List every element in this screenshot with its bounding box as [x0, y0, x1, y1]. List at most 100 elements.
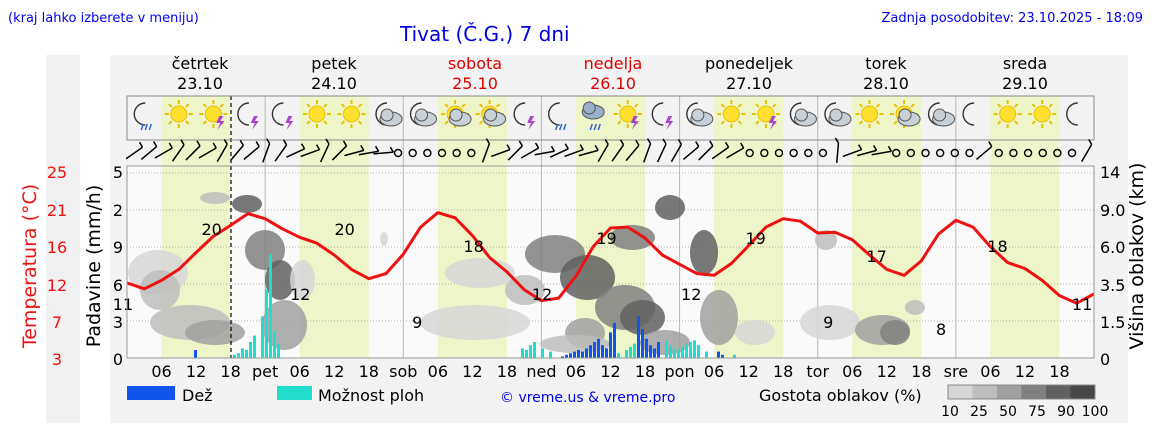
precip-tick: 5 — [113, 163, 123, 182]
calm-wind-icon — [760, 148, 769, 158]
cloud-blob — [560, 255, 615, 300]
wind-barb-tick — [834, 137, 840, 144]
wind-barb-icon — [726, 147, 745, 159]
wind-barb-icon — [578, 149, 599, 157]
cloud-density-swatch — [948, 385, 973, 399]
wind-barb-icon — [625, 144, 640, 162]
x-tick-label: 06 — [842, 362, 862, 381]
precip-tick: 9 — [113, 238, 123, 257]
x-tick-label: 12 — [600, 362, 620, 381]
wind-barb-tick — [579, 144, 584, 150]
wind-barb-icon — [975, 145, 993, 161]
cloud-blob — [445, 258, 515, 288]
cloud-blob — [380, 232, 388, 246]
icon-strip-border — [126, 95, 1095, 141]
precip-axis-label: Padavine (mm/h) — [83, 185, 105, 348]
wind-barb-tick — [180, 139, 185, 146]
temperature-tick: 25 — [47, 163, 67, 182]
cloud-blob — [700, 290, 738, 345]
day-date: 29.10 — [1002, 74, 1048, 93]
sun-storm-icon — [751, 100, 780, 130]
wind-barb-tick — [239, 139, 244, 146]
wind-barb-icon — [871, 150, 892, 156]
cloud-density-level: 90 — [1057, 404, 1075, 420]
temperature-label: 18 — [987, 237, 1007, 256]
temperature-label: 19 — [746, 229, 766, 248]
cloud-height-tick: 0 — [1100, 350, 1110, 369]
rain-bar — [565, 354, 568, 358]
wind-barb-tick — [152, 141, 158, 147]
calm-wind-icon — [774, 148, 784, 158]
last-updated: Zadnja posodobitev: 23.10.2025 - 18:09 — [881, 11, 1143, 26]
rain-bar — [569, 353, 572, 358]
showers-bar — [277, 343, 280, 358]
x-tick-label: 18 — [220, 362, 240, 381]
cloud-height-tick: 1.5 — [1100, 313, 1125, 332]
cloud-blob — [815, 230, 837, 250]
wind-barb-tick — [223, 138, 228, 145]
rain-bar — [649, 345, 652, 358]
showers-bar — [525, 350, 528, 358]
showers-bar — [689, 342, 692, 358]
rain-bar — [721, 354, 724, 358]
wind-barb-icon — [698, 145, 714, 161]
cloud-height-tick: 9.0 — [1100, 201, 1125, 220]
sun-icon — [164, 100, 193, 128]
rain-bar — [561, 356, 564, 358]
wind-barb-tick — [564, 143, 569, 150]
wind-barb-icon — [534, 150, 555, 156]
temperature-label: 9 — [823, 313, 833, 332]
temperature-label: 8 — [936, 320, 946, 339]
wind-barb-tick — [858, 144, 863, 150]
wind-barb-icon — [216, 143, 228, 163]
temperature-axis-label: Temperatura (°C) — [19, 184, 41, 349]
rain-bar — [653, 348, 656, 358]
rain-bar — [645, 338, 648, 358]
wind-barb-tick — [988, 141, 993, 147]
cloud-blob — [262, 300, 307, 350]
showers-bar — [673, 348, 676, 358]
wind-barb-tick — [635, 139, 640, 146]
wind-barb-icon — [262, 143, 271, 163]
wind-barb-icon — [358, 150, 379, 156]
wind-barb-icon — [274, 144, 288, 162]
wind-barb-icon — [344, 149, 364, 157]
wind-barb-tick — [300, 143, 306, 150]
showers-bar — [261, 316, 264, 358]
rain-bar — [717, 351, 720, 358]
legend-swatch-showers — [277, 386, 312, 400]
calm-wind-icon — [921, 148, 930, 158]
wind-strip — [125, 137, 1093, 164]
showers-bar — [265, 289, 268, 358]
calm-wind-icon — [950, 148, 960, 158]
x-tick-label: 12 — [738, 362, 758, 381]
cloud-blob — [232, 195, 262, 213]
showers-bar — [617, 353, 620, 358]
showers-bar — [705, 351, 708, 358]
precip-tick: 6 — [113, 276, 123, 295]
wind-barb-tick — [518, 140, 523, 147]
calm-wind-icon — [437, 148, 447, 158]
sun-cloud-icon — [475, 100, 507, 128]
cloud-blob — [245, 230, 285, 270]
rain-bar — [573, 351, 576, 358]
calm-wind-icon — [393, 148, 403, 158]
cloud-height-tick: 14 — [1100, 163, 1120, 182]
moon-cloud-icon — [375, 102, 403, 127]
cloud-blob — [610, 225, 655, 250]
temperature-label: 19 — [596, 229, 616, 248]
temperature-tick: 7 — [52, 313, 62, 332]
sun-icon — [855, 100, 884, 128]
wind-barb-tick — [168, 142, 173, 149]
wind-barb-tick — [677, 138, 683, 145]
wind-barb-icon — [835, 142, 840, 164]
sun-storm-icon — [199, 100, 228, 130]
cloud-density-swatch — [1021, 385, 1046, 399]
showers-bar — [237, 353, 240, 358]
day-name: sreda — [1003, 54, 1047, 73]
temperature-label: 20 — [334, 220, 354, 239]
moon-cloud-icon — [409, 102, 438, 127]
day-date: 23.10 — [177, 74, 223, 93]
wind-barb-tick — [740, 142, 745, 149]
